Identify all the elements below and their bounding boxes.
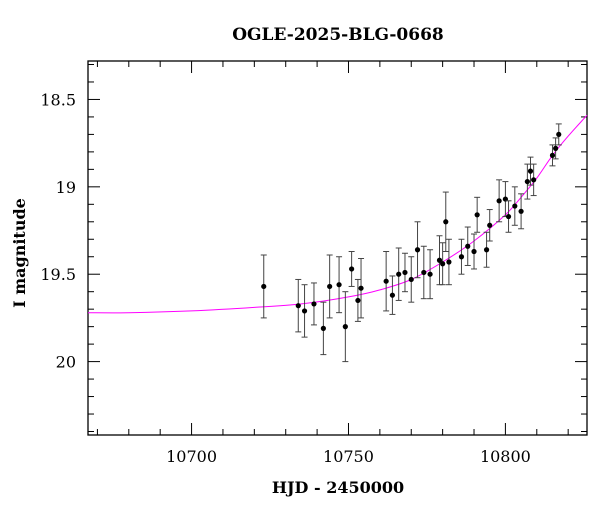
point-marker xyxy=(342,324,348,330)
point-marker xyxy=(465,243,471,249)
point-marker xyxy=(458,254,465,260)
data-point xyxy=(530,163,537,197)
data-point xyxy=(474,196,481,233)
y-tick-labels: 18.5 19 19.5 20 xyxy=(40,90,76,371)
data-points xyxy=(260,123,562,363)
point-marker xyxy=(474,212,480,218)
data-point xyxy=(320,301,327,356)
axis-ticks xyxy=(88,61,587,435)
point-marker xyxy=(295,303,301,309)
point-marker xyxy=(320,325,326,331)
point-marker xyxy=(349,266,355,272)
data-point xyxy=(464,226,471,266)
point-marker xyxy=(383,278,389,284)
data-point xyxy=(427,249,434,300)
data-point xyxy=(401,252,408,293)
point-marker xyxy=(518,208,524,214)
data-point xyxy=(518,193,525,230)
point-marker xyxy=(414,247,421,253)
y-tick-label: 19.5 xyxy=(40,265,76,284)
data-point xyxy=(502,181,509,218)
point-marker xyxy=(531,177,537,183)
data-point xyxy=(408,256,415,303)
point-marker xyxy=(336,282,342,288)
data-point xyxy=(295,278,302,333)
data-point xyxy=(445,238,452,286)
point-marker xyxy=(505,213,512,220)
data-point xyxy=(511,186,518,226)
point-marker xyxy=(524,178,530,185)
data-point xyxy=(389,275,396,315)
data-point xyxy=(496,179,503,223)
data-point xyxy=(336,256,343,314)
point-marker xyxy=(427,271,433,277)
data-point xyxy=(483,231,490,268)
y-tick-label: 20 xyxy=(56,353,76,372)
data-point xyxy=(414,221,421,279)
y-axis-label: I magnitude xyxy=(10,198,29,308)
plot-area xyxy=(87,60,588,436)
point-marker xyxy=(553,145,559,151)
point-marker xyxy=(471,248,477,255)
point-marker xyxy=(402,269,408,276)
x-tick-labels: 10700 10750 10800 xyxy=(166,447,531,466)
point-marker xyxy=(408,276,414,283)
data-point xyxy=(383,250,390,312)
data-point xyxy=(505,200,512,233)
point-marker xyxy=(483,247,490,253)
point-marker xyxy=(436,257,443,263)
data-point xyxy=(552,137,559,160)
point-marker xyxy=(440,261,446,267)
data-point xyxy=(348,250,355,287)
point-marker xyxy=(327,283,333,290)
x-tick-label: 10800 xyxy=(480,447,531,466)
data-point xyxy=(301,284,308,338)
y-tick-label: 19 xyxy=(56,178,76,197)
point-marker xyxy=(527,168,534,174)
data-point xyxy=(342,291,349,363)
point-marker xyxy=(496,198,502,204)
y-tick-label: 18.5 xyxy=(40,90,76,109)
data-point xyxy=(527,156,534,186)
point-marker xyxy=(261,283,267,290)
point-marker xyxy=(396,271,402,277)
data-point xyxy=(458,238,465,275)
x-tick-label: 10750 xyxy=(323,447,374,466)
data-point xyxy=(354,278,361,322)
model-curve xyxy=(87,114,588,314)
point-marker xyxy=(512,203,518,209)
data-point xyxy=(358,257,365,319)
point-marker xyxy=(556,131,562,138)
data-point xyxy=(326,254,333,319)
x-axis-label: HJD - 2450000 xyxy=(272,478,404,497)
data-point xyxy=(524,163,531,200)
point-marker xyxy=(301,308,308,314)
point-marker xyxy=(487,222,493,228)
data-point xyxy=(310,282,317,326)
x-tick-label: 10700 xyxy=(166,447,217,466)
data-point xyxy=(555,123,562,146)
point-marker xyxy=(446,259,452,265)
point-marker xyxy=(355,297,361,304)
data-point xyxy=(486,209,493,242)
data-point xyxy=(260,254,267,319)
data-point xyxy=(420,245,427,300)
chart-title: OGLE-2025-BLG-0668 xyxy=(232,25,444,45)
plot-frame xyxy=(87,60,588,436)
point-marker xyxy=(549,152,556,158)
data-point xyxy=(549,144,556,167)
point-marker xyxy=(421,269,427,276)
point-marker xyxy=(443,219,449,225)
data-point xyxy=(471,233,478,270)
data-point xyxy=(395,247,402,301)
data-point xyxy=(442,191,449,252)
point-marker xyxy=(389,292,396,298)
data-point xyxy=(439,242,446,286)
point-marker xyxy=(358,285,364,291)
point-marker xyxy=(311,301,317,307)
